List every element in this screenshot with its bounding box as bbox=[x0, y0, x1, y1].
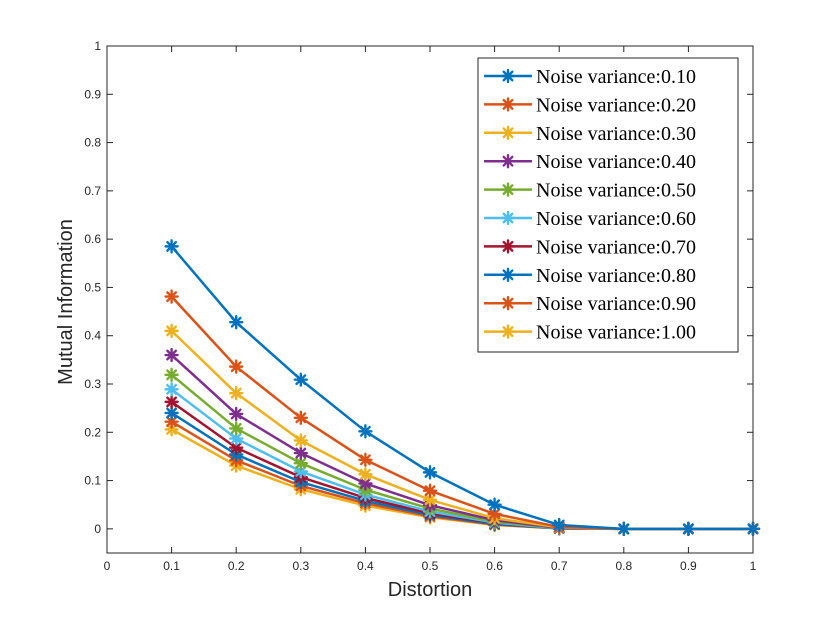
y-tick-label: 0.6 bbox=[84, 232, 101, 246]
x-tick-label: 0.1 bbox=[163, 559, 180, 573]
x-tick-label: 0 bbox=[104, 559, 111, 573]
legend-item: Noise variance:0.90 bbox=[484, 293, 696, 315]
data-point-marker bbox=[228, 421, 244, 436]
x-axis-ticks: 0 0.1 0.2 0.3 0.4 0.5 0.6 0.7 0.8 0.9 1 bbox=[104, 46, 757, 573]
data-point-marker bbox=[164, 323, 179, 339]
data-point-marker bbox=[293, 410, 308, 425]
legend-item: Noise variance:0.30 bbox=[484, 123, 696, 145]
x-tick-label: 0.9 bbox=[680, 559, 697, 573]
y-tick-label: 0.9 bbox=[84, 87, 101, 101]
y-axis-ticks: 0 0.1 0.2 0.3 0.4 0.5 0.6 0.7 0.8 0.9 1 bbox=[84, 39, 753, 536]
data-point-marker bbox=[228, 385, 244, 401]
legend-label: Noise variance:0.40 bbox=[536, 151, 696, 173]
legend-swatch-marker bbox=[500, 210, 516, 226]
legend-item: Noise variance:0.40 bbox=[484, 151, 696, 173]
legend-label: Noise variance:0.10 bbox=[536, 66, 696, 88]
y-tick-label: 0.3 bbox=[84, 377, 101, 391]
series-path bbox=[170, 245, 753, 531]
x-tick-label: 0.5 bbox=[422, 559, 439, 573]
data-point-marker bbox=[616, 521, 631, 537]
legend-item: Noise variance:0.10 bbox=[484, 66, 696, 88]
y-tick-label: 0.7 bbox=[84, 184, 101, 198]
data-point-marker bbox=[422, 465, 438, 480]
legend-item: Noise variance:0.20 bbox=[484, 94, 696, 116]
legend-label: Noise variance:0.50 bbox=[536, 180, 696, 202]
y-tick-label: 0 bbox=[94, 522, 101, 536]
data-point-marker bbox=[293, 372, 308, 387]
legend-item: Noise variance:0.50 bbox=[484, 180, 696, 202]
series-line bbox=[164, 239, 761, 537]
legend-swatch-marker bbox=[500, 239, 516, 254]
legend-label: Noise variance:0.70 bbox=[536, 236, 696, 258]
legend-label: Noise variance:0.20 bbox=[536, 94, 696, 116]
data-point-marker bbox=[422, 483, 438, 498]
x-tick-label: 0.7 bbox=[551, 559, 568, 573]
data-point-marker bbox=[164, 367, 179, 383]
x-tick-label: 0.6 bbox=[486, 559, 503, 573]
y-tick-label: 0.8 bbox=[84, 136, 101, 150]
data-point-marker bbox=[293, 445, 308, 461]
data-point-marker bbox=[164, 289, 179, 304]
legend-label: Noise variance:0.60 bbox=[536, 208, 696, 230]
data-point-marker bbox=[228, 406, 244, 422]
data-point-marker bbox=[293, 433, 308, 448]
data-point-marker bbox=[164, 239, 179, 254]
legend-item: Noise variance:1.00 bbox=[484, 322, 696, 344]
legend-label: Noise variance:0.80 bbox=[536, 265, 696, 287]
data-point-marker bbox=[487, 497, 502, 512]
legend-swatch-marker bbox=[500, 125, 516, 141]
data-point-marker bbox=[228, 314, 244, 330]
legend-item: Noise variance:0.60 bbox=[484, 208, 696, 230]
x-tick-label: 1 bbox=[750, 559, 757, 573]
y-tick-label: 1 bbox=[94, 39, 101, 53]
legend-swatch-marker bbox=[500, 182, 516, 197]
data-point-marker bbox=[358, 476, 373, 491]
data-point-marker bbox=[293, 464, 308, 479]
legend-swatch-marker bbox=[500, 324, 516, 339]
x-tick-label: 0.8 bbox=[615, 559, 632, 573]
legend-label: Noise variance:0.90 bbox=[536, 293, 696, 315]
x-tick-label: 0.2 bbox=[228, 559, 245, 573]
legend-swatch-marker bbox=[500, 296, 516, 311]
data-point-marker bbox=[552, 517, 567, 533]
y-tick-label: 0.4 bbox=[84, 329, 101, 343]
data-point-marker bbox=[164, 394, 179, 410]
y-tick-label: 0.5 bbox=[84, 280, 101, 294]
data-point-marker bbox=[745, 521, 761, 537]
y-tick-label: 0.1 bbox=[84, 474, 101, 488]
data-point-marker bbox=[358, 452, 373, 468]
legend-swatch-marker bbox=[500, 267, 516, 282]
data-point-marker bbox=[358, 467, 373, 482]
legend-label: Noise variance:1.00 bbox=[536, 322, 696, 344]
data-point-marker bbox=[358, 424, 373, 439]
legend-swatch-marker bbox=[500, 153, 516, 169]
data-point-marker bbox=[164, 382, 179, 397]
series-layer bbox=[164, 239, 761, 537]
legend-item: Noise variance:0.80 bbox=[484, 265, 696, 287]
data-point-marker bbox=[681, 521, 696, 537]
data-point-marker bbox=[228, 359, 244, 374]
y-axis-title: Mutual Information bbox=[55, 219, 77, 385]
data-point-marker bbox=[164, 347, 179, 363]
legend-label: Noise variance:0.30 bbox=[536, 123, 696, 145]
x-tick-label: 0.3 bbox=[292, 559, 309, 573]
x-axis-title: Distortion bbox=[388, 579, 472, 601]
legend-swatch-marker bbox=[500, 97, 516, 112]
legend: Noise variance:0.10 Noise variance:0.20 No… bbox=[477, 57, 739, 353]
legend-swatch-marker bbox=[500, 68, 516, 84]
x-tick-label: 0.4 bbox=[357, 559, 374, 573]
legend-item: Noise variance:0.70 bbox=[484, 236, 696, 258]
y-tick-label: 0.2 bbox=[84, 425, 101, 439]
